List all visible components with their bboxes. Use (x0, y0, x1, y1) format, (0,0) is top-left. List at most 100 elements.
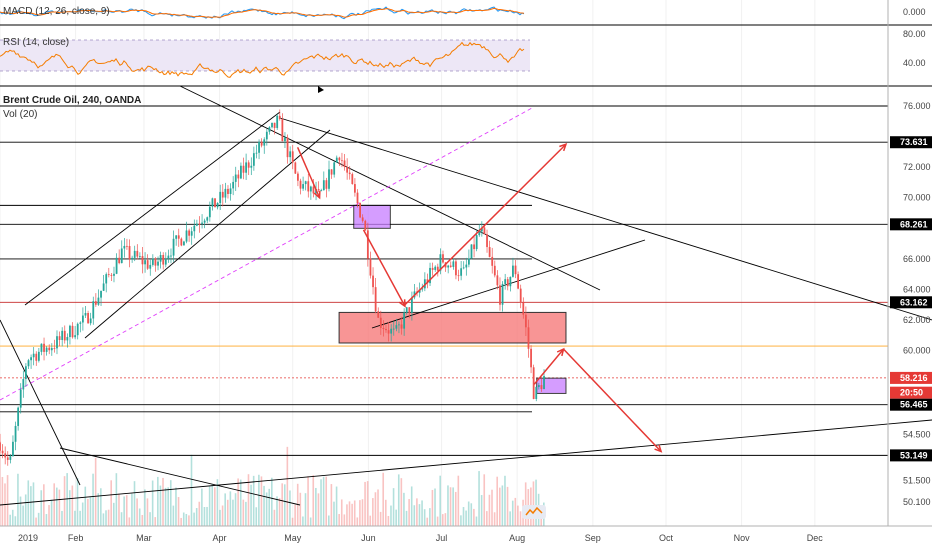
horizontal-levels (0, 105, 888, 456)
volume-bar (92, 473, 94, 526)
volume-bar (107, 509, 110, 526)
candle-body (6, 457, 9, 460)
arrow-head (398, 299, 406, 308)
volume-label[interactable]: Vol (20) (3, 109, 38, 120)
candle-body (100, 290, 102, 298)
candle-body (346, 167, 349, 173)
candle-body (442, 254, 444, 263)
candle-body (470, 244, 473, 259)
volume-bar (188, 515, 190, 526)
projection-arrow (362, 229, 406, 307)
candle-body (211, 198, 214, 207)
price-badge (890, 218, 932, 231)
volume-bar (364, 481, 366, 526)
volume-bar (333, 501, 335, 526)
candle-body (361, 217, 364, 221)
volume-bar (356, 517, 359, 526)
candle-body (159, 254, 162, 262)
candle-body (172, 238, 175, 256)
volume-bar (493, 512, 496, 526)
rsi-label[interactable]: RSI (14, close) (3, 37, 70, 48)
volume-bar (491, 489, 493, 526)
volume-bar (511, 500, 514, 526)
rsi-line (0, 41, 525, 78)
date-axis[interactable]: 2019 Feb Mar Apr May Jun Jul Aug Sep Oct Nov Dec (0, 525, 932, 543)
rsi-band (0, 40, 530, 71)
candle-body (304, 181, 307, 185)
candle-body (87, 312, 89, 324)
volume-bar (27, 480, 30, 526)
candle-body (281, 119, 284, 142)
volume-bar (392, 488, 395, 526)
volume-bar (457, 475, 460, 526)
candle-body (390, 328, 393, 334)
rsi-tick: 40.00 (903, 58, 926, 68)
candle-body (462, 267, 465, 269)
trendline (0, 419, 932, 506)
candle-body (250, 165, 253, 168)
candle-body (35, 353, 38, 361)
candle-body (398, 324, 400, 326)
volume-bar (195, 508, 198, 526)
volume-bar (79, 510, 81, 526)
candle-body (198, 223, 201, 225)
volume-bar (182, 512, 185, 526)
volume-bar (276, 496, 278, 526)
volume-bar (71, 485, 74, 526)
volume-bar (286, 446, 289, 526)
candle-body (385, 328, 387, 331)
candle-body (79, 322, 82, 324)
candle-body (501, 283, 504, 305)
volume-bar (379, 511, 382, 526)
volume-bar (441, 514, 444, 526)
candle-body (102, 283, 105, 291)
candle-body (43, 343, 45, 352)
volume-bar (159, 485, 162, 526)
volume-bar (242, 499, 245, 526)
candle-body (203, 220, 206, 223)
macd-label[interactable]: MACD (12, 26, close, 9) (3, 6, 110, 17)
candle-body (271, 122, 273, 128)
volume-bar (232, 499, 234, 526)
volume-bar (185, 513, 188, 526)
candle-body (307, 181, 310, 192)
volume-bar (45, 514, 48, 526)
arrow-head (559, 143, 568, 152)
candle-body (504, 279, 507, 284)
date-tick: May (284, 533, 302, 543)
candle-body (27, 360, 30, 367)
candle-body (330, 169, 333, 175)
date-tick: Nov (734, 533, 751, 543)
volume-bar (193, 512, 195, 526)
volume-bar (294, 504, 296, 526)
price-badge (890, 136, 932, 149)
volume-bar (255, 507, 258, 526)
date-tick: Oct (659, 533, 674, 543)
candle-body (372, 275, 374, 288)
candle-body (395, 325, 398, 329)
volume-bar (382, 472, 385, 526)
chart-title[interactable]: Brent Crude Oil, 240, OANDA (3, 95, 142, 106)
rsi-tick: 80.00 (903, 29, 926, 39)
candle-body (0, 442, 1, 451)
volume-bar (304, 493, 307, 526)
volume-bar (112, 502, 115, 526)
date-tick: Jun (361, 533, 376, 543)
volume-bar (408, 499, 410, 526)
candle-body (377, 311, 380, 318)
candle-body (19, 389, 22, 408)
price-badge (890, 371, 932, 384)
candle-body (255, 152, 258, 154)
volume-bar (55, 487, 58, 526)
candle-body (50, 348, 53, 351)
candle-body (491, 256, 494, 266)
candle-body (151, 258, 154, 265)
volume-bar (488, 494, 491, 526)
price-axis[interactable]: 0.000 80.00 40.00 76.000 72.000 70.000 66.000 6… (887, 0, 932, 526)
volume-bar (506, 486, 509, 526)
candle-body (328, 169, 330, 189)
trendline (59, 447, 301, 506)
trendline (0, 319, 81, 486)
trendline (179, 85, 601, 291)
